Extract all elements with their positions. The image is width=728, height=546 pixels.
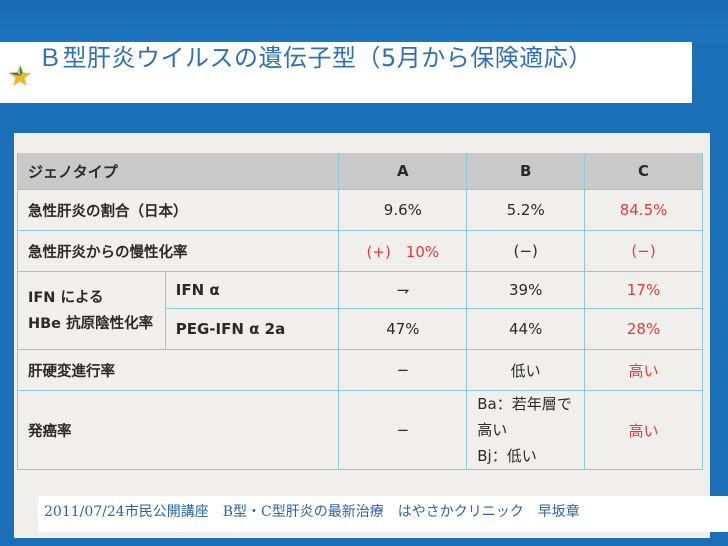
row-label-acute-ratio: 急性肝炎の割合（日本） [16, 189, 340, 231]
top-band [0, 0, 728, 42]
row-label-cirrhosis: 肝硬変進行率 [16, 349, 340, 391]
cell-cancer-c: 高い [584, 390, 703, 470]
cancer-b-line2: Bj：低い [477, 447, 537, 465]
title-box [0, 42, 692, 103]
table-row: 急性肝炎からの慢性化率 (+) 10% (−) (−) [16, 230, 703, 272]
cell-chronic-a: (+) 10% [338, 230, 468, 272]
cell-cancer-a: − [338, 390, 468, 470]
table-row: 発癌率 − Ba：若年層で高い Bj：低い 高い [16, 390, 703, 470]
header-c: C [584, 153, 703, 190]
cell-acute-c: 84.5% [584, 189, 703, 231]
row-label-ifn-alpha: IFN α [164, 271, 340, 309]
slide-title: Ｂ型肝炎ウイルスの遺伝子型（5月から保険適応） [38, 44, 593, 72]
ifn-label-line2: HBe 抗原陰性化率 [28, 315, 154, 332]
table-row: 肝硬変進行率 − 低い 高い [16, 349, 703, 391]
cell-chronic-b: (−) [466, 230, 586, 272]
cell-acute-b: 5.2% [466, 189, 586, 231]
footer-text: 2011/07/24市民公開講座 B型・C型肝炎の最新治療 はやさかクリニック … [44, 504, 580, 520]
table-row: 急性肝炎の割合（日本） 9.6% 5.2% 84.5% [16, 189, 703, 231]
header-a: A [338, 153, 468, 190]
cell-ifn-alpha-b: 39% [466, 271, 586, 309]
table-photo: ジェノタイプ A B C 急性肝炎の割合（日本） 9.6% 5.2% 84.5%… [14, 133, 710, 538]
cell-chronic-c: (−) [584, 230, 703, 272]
cell-peg-c: 28% [584, 308, 703, 350]
cancer-b-line1: Ba：若年層で高い [477, 395, 572, 439]
row-label-peg-ifn: PEG-IFN α 2a [164, 308, 340, 350]
cell-cirrhosis-c: 高い [584, 349, 703, 391]
genotype-table: ジェノタイプ A B C 急性肝炎の割合（日本） 9.6% 5.2% 84.5%… [16, 153, 703, 470]
star-icon [9, 65, 31, 86]
row-label-cancer: 発癌率 [16, 390, 340, 470]
row-label-ifn-group: IFN による HBe 抗原陰性化率 [17, 271, 166, 350]
header-b: B [466, 153, 586, 190]
cell-ifn-alpha-a: ⇁ [338, 271, 468, 309]
table-row: IFN による HBe 抗原陰性化率 IFN α ⇁ 39% 17% [17, 271, 703, 350]
ifn-label-line1: IFN による [28, 289, 104, 306]
cell-cancer-b: Ba：若年層で高い Bj：低い [466, 390, 586, 470]
cell-acute-a: 9.6% [338, 189, 468, 231]
row-label-chronic-rate: 急性肝炎からの慢性化率 [16, 230, 340, 272]
cell-cirrhosis-b: 低い [466, 349, 586, 391]
table-row: PEG-IFN α 2a 47% 44% 28% [18, 308, 703, 350]
cell-cirrhosis-a: − [338, 349, 468, 391]
header-genotype: ジェノタイプ [16, 153, 340, 190]
cell-ifn-alpha-c: 17% [584, 271, 703, 309]
table-header-row: ジェノタイプ A B C [16, 153, 703, 190]
footer-bar [38, 496, 728, 532]
cell-peg-a: 47% [338, 308, 468, 350]
cell-peg-b: 44% [466, 308, 586, 350]
